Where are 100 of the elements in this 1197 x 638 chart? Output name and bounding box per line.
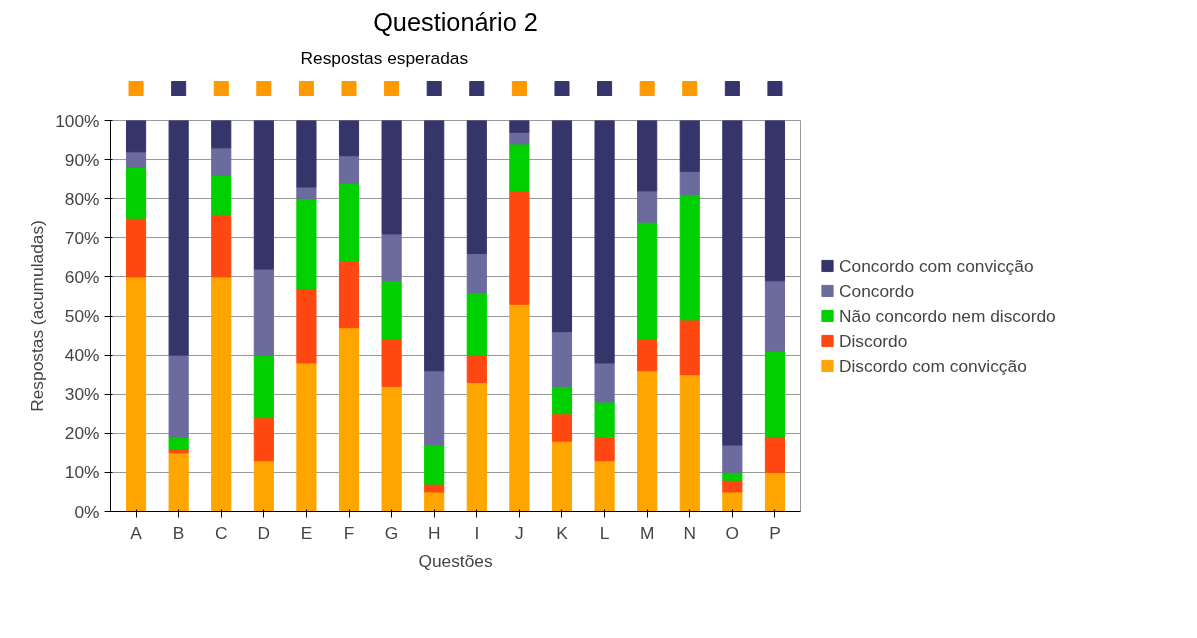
bar (679, 170, 700, 196)
bar (551, 413, 573, 442)
x-tick-label: I (474, 522, 480, 543)
chart-title: Questionário 2 (373, 7, 538, 36)
bar (509, 190, 530, 305)
bar (168, 436, 189, 450)
bar (168, 354, 189, 438)
bar (509, 120, 530, 133)
bar (551, 385, 573, 415)
bar (125, 166, 147, 219)
x-tick-label: L (599, 522, 610, 543)
bar (296, 362, 317, 512)
bar (594, 460, 615, 512)
bar (168, 452, 189, 512)
bar (551, 440, 573, 512)
bar (679, 374, 700, 512)
y-tick-label: 80% (64, 188, 100, 209)
bar (253, 354, 274, 419)
x-tick-label: D (257, 522, 271, 543)
bar (211, 276, 232, 512)
y-tick-label: 100% (55, 110, 100, 131)
bar (594, 120, 615, 364)
bar (637, 338, 658, 372)
bar (424, 444, 445, 485)
x-tick-label: J (515, 522, 524, 543)
bar (637, 120, 658, 192)
bar (125, 151, 147, 168)
bar (381, 280, 402, 340)
bar (594, 436, 615, 462)
bar (722, 491, 743, 512)
x-tick-label: M (639, 522, 655, 543)
bar (381, 233, 402, 282)
bar (509, 143, 530, 192)
bar (466, 381, 487, 512)
bar (594, 401, 615, 438)
y-tick-label: 10% (64, 462, 100, 483)
y-axis-title: Respostas (acumuladas) (27, 220, 48, 412)
y-tick-label: 40% (64, 345, 100, 366)
bar (679, 194, 700, 321)
bar (296, 120, 317, 188)
bar (764, 436, 786, 473)
bar (211, 147, 232, 176)
y-tick-label: 30% (64, 384, 100, 405)
bar (381, 338, 402, 387)
bar (764, 120, 786, 282)
bar (722, 471, 743, 481)
legend-label: Concordo com convicção (839, 255, 1034, 276)
y-tick-label: 90% (64, 149, 100, 170)
x-tick-label: A (130, 522, 143, 543)
y-tick-label: 50% (64, 306, 100, 326)
bar (253, 460, 274, 512)
bar (466, 354, 487, 383)
bar (466, 292, 487, 356)
bar (381, 385, 402, 512)
y-tick-label: 60% (64, 266, 100, 287)
y-tick-label: 70% (64, 227, 100, 248)
bar (722, 479, 743, 493)
bar (338, 327, 360, 512)
bar (551, 331, 573, 387)
bar (679, 319, 700, 376)
bar (466, 120, 487, 254)
bar (764, 350, 786, 438)
bar (679, 120, 700, 172)
bar (466, 252, 487, 294)
bar (764, 471, 786, 512)
bar (637, 370, 658, 512)
legend-label: Concordo (839, 280, 915, 301)
bar (211, 174, 232, 215)
bar (764, 280, 786, 352)
bar (338, 182, 360, 262)
y-tick-label: 0% (74, 501, 100, 522)
bar (253, 268, 274, 356)
y-tick-label: 20% (64, 423, 100, 444)
bar (338, 260, 360, 329)
x-tick-label: P (769, 522, 781, 543)
bar (424, 370, 445, 446)
bar (594, 362, 615, 403)
bar (637, 190, 658, 223)
bar (637, 221, 658, 340)
x-tick-label: H (427, 522, 441, 543)
bar (551, 120, 573, 333)
legend-label: Discordo (839, 330, 908, 351)
bar (253, 120, 274, 270)
legend-label: Não concordo nem discordo (839, 305, 1056, 326)
x-tick-label: B (172, 522, 185, 543)
bar (253, 417, 274, 462)
bar (338, 155, 360, 184)
bar (125, 120, 147, 153)
chart-subtitle: Respostas esperadas (300, 47, 469, 68)
bar (211, 120, 232, 149)
bar (296, 288, 317, 364)
bar (125, 276, 147, 512)
x-tick-label: G (384, 522, 399, 543)
bar (381, 120, 402, 235)
bar (296, 186, 317, 200)
bar (509, 303, 530, 512)
x-tick-label: F (343, 522, 355, 543)
bar (509, 131, 530, 145)
x-tick-label: K (556, 522, 569, 543)
bar (296, 198, 317, 290)
